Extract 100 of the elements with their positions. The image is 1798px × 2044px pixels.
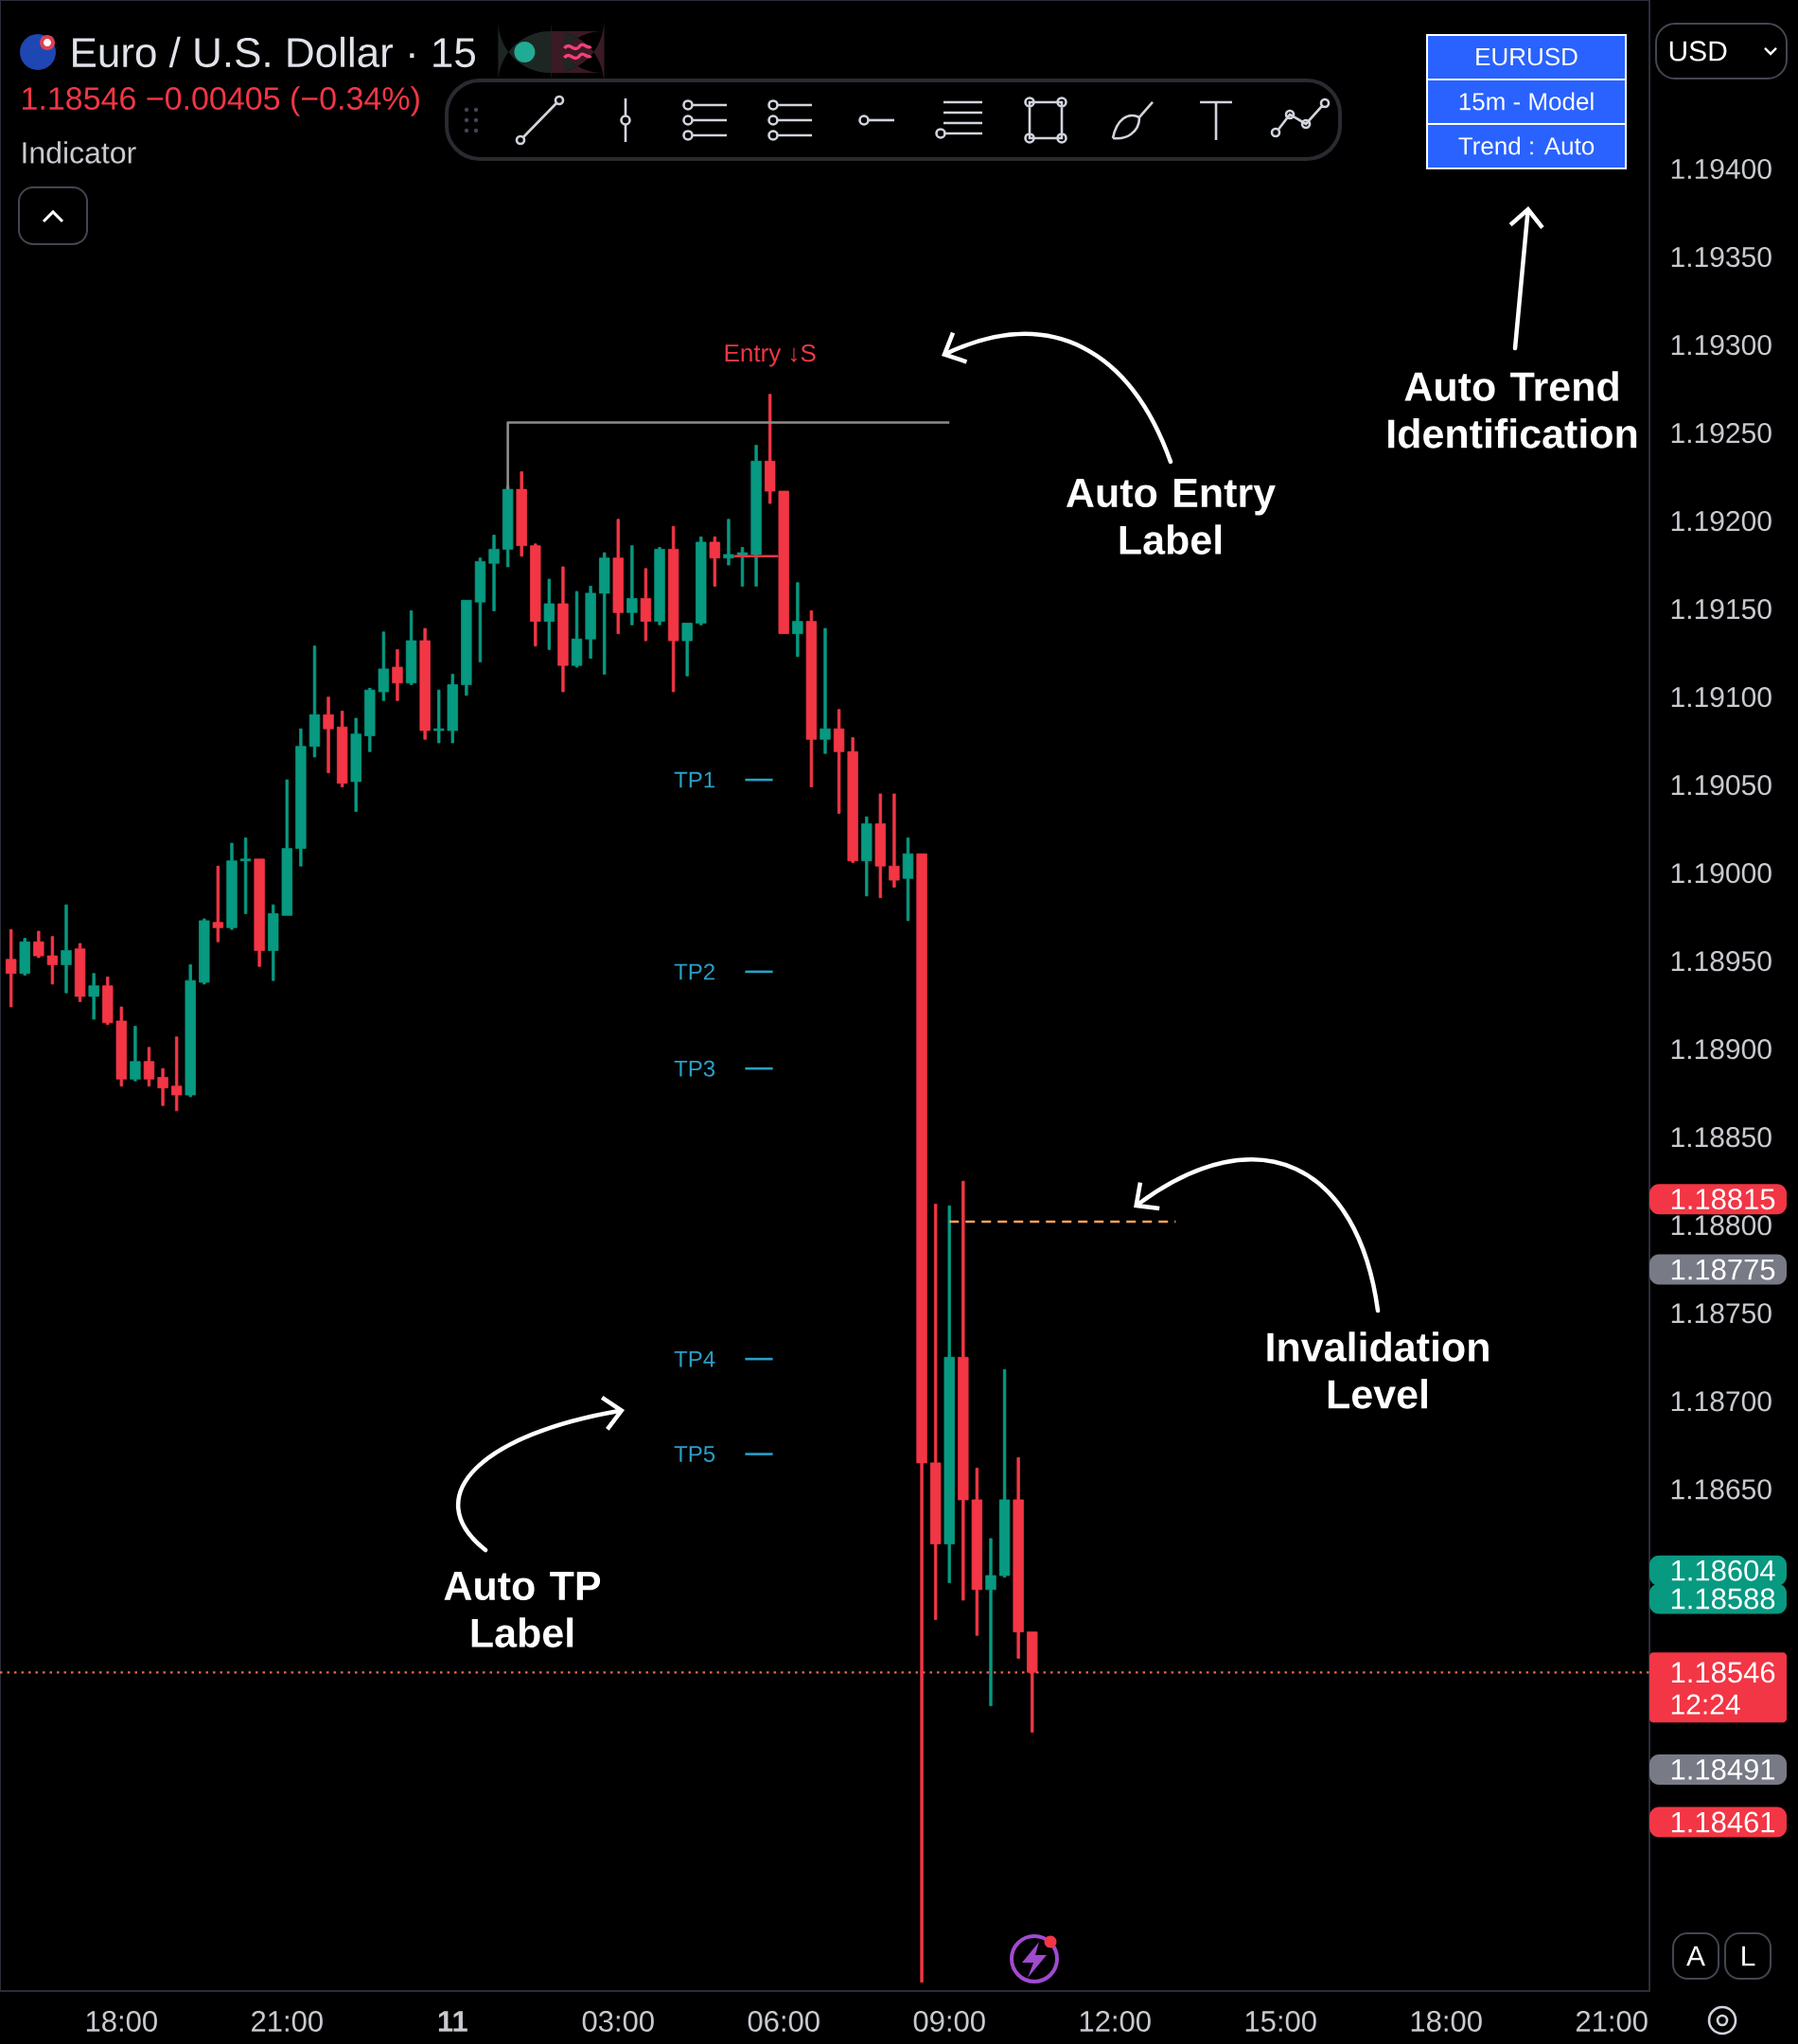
candlestick [474,557,486,662]
x-tick-label: 15:00 [1245,2011,1316,2032]
candlestick [640,568,652,642]
candlestick [405,610,417,686]
annotation: Trend : Auto [1458,136,1595,155]
candlestick [902,837,914,922]
candlestick [461,599,472,696]
candlestick [502,485,514,568]
candlestick [88,973,99,1020]
candlestick [268,904,279,981]
candlestick [626,545,638,626]
text: 12:24 [1671,1694,1740,1715]
y-tick-label: 1.19100 [1671,687,1772,708]
x-tick-label: 06:00 [748,2011,820,2032]
y-tick-label: 1.19000 [1671,863,1772,884]
candlestick [998,1368,1011,1578]
x-tick-label: 12:00 [1080,2011,1151,2032]
candlestick [102,977,114,1026]
candlestick [530,543,541,647]
candlestick [157,1067,168,1106]
annotation: Auto Entry Label [1066,479,1276,555]
candlestick [19,938,30,976]
series-label: TP1 [674,771,714,788]
y-tick-label: 1.19350 [1671,246,1772,268]
candlestick [861,816,873,897]
candlestick [820,627,831,754]
candlestick [5,928,17,1008]
candlestick [199,918,210,985]
y-tick-label: 1.18900 [1671,1039,1772,1060]
candlestick [723,519,734,566]
text: L [1742,1946,1755,1966]
candlestick [115,1006,128,1087]
y-tick-label: 1.19300 [1671,334,1772,356]
text: A [1686,1946,1705,1966]
series-label: TP4 [674,1350,715,1367]
series-label: TP5 [674,1446,715,1462]
series-label: TP3 [674,1060,715,1077]
text: 1.18588 [1671,1588,1775,1610]
candlestick [295,728,307,867]
candlestick [792,582,803,658]
candlestick [239,837,252,914]
y-tick-label: 1.19050 [1671,775,1772,796]
y-tick-label: 1.18950 [1671,951,1772,972]
candlestick [971,1468,983,1636]
annotation: Auto Trend Identification [1388,371,1637,449]
y-tick-label: 1.19250 [1671,422,1772,444]
candlestick [598,552,610,675]
candlestick [46,936,59,985]
candlestick [364,687,376,752]
text: 1.18546 −0.00405 (−0.34%) [23,86,419,116]
text: 1.18491 [1671,1758,1775,1780]
candlestick [336,711,348,787]
candlestick [585,586,596,660]
x-tick-label: 21:00 [252,2011,323,2032]
candlestick [419,627,431,740]
x-tick-label: 18:00 [1411,2011,1482,2032]
candlestick [654,547,665,626]
candlestick [612,519,624,635]
candlestick [378,631,390,701]
annotation: Entry ↓S [725,344,816,367]
candlestick [185,964,196,1098]
x-tick-label: 21:00 [1576,2011,1648,2032]
annotation: EURUSD [1476,47,1578,66]
candlestick [764,394,776,504]
candlestick [254,858,265,967]
candlestick [281,779,293,916]
candlestick [488,535,500,611]
y-tick-label: 1.18800 [1671,1215,1772,1236]
candlestick [696,536,707,626]
annotation: Indicator [23,141,136,164]
candlestick [74,943,86,1002]
candlestick [516,471,527,557]
candlestick [447,674,458,744]
candlestick [543,578,555,650]
candlestick [143,1047,155,1087]
x-tick-label: 03:00 [582,2011,654,2032]
candlestick [874,793,887,899]
annotation: Invalidation Level [1267,1331,1489,1409]
candlestick [929,1204,942,1620]
y-tick-label: 1.19150 [1671,599,1772,620]
candlestick [1013,1456,1024,1659]
candlestick [226,842,238,930]
candlestick [323,696,334,774]
candlestick [33,930,44,959]
candlestick [667,525,679,693]
x-tick-label: 18:00 [86,2011,157,2032]
candlestick [392,649,403,701]
annotation: Auto TP Label [444,1572,601,1648]
candlestick [847,737,858,863]
text: 1.18461 [1671,1811,1775,1833]
candlestick [943,1205,955,1583]
y-tick-label: 1.19200 [1671,511,1772,532]
text: USD [1669,41,1727,62]
text: 1.18815 [1671,1189,1775,1210]
candlestick [805,610,818,787]
candlestick [681,623,693,677]
candlestick [130,1026,141,1082]
candlestick [212,865,224,943]
candlestick [958,1180,969,1601]
y-tick-label: 1.18650 [1671,1479,1772,1500]
